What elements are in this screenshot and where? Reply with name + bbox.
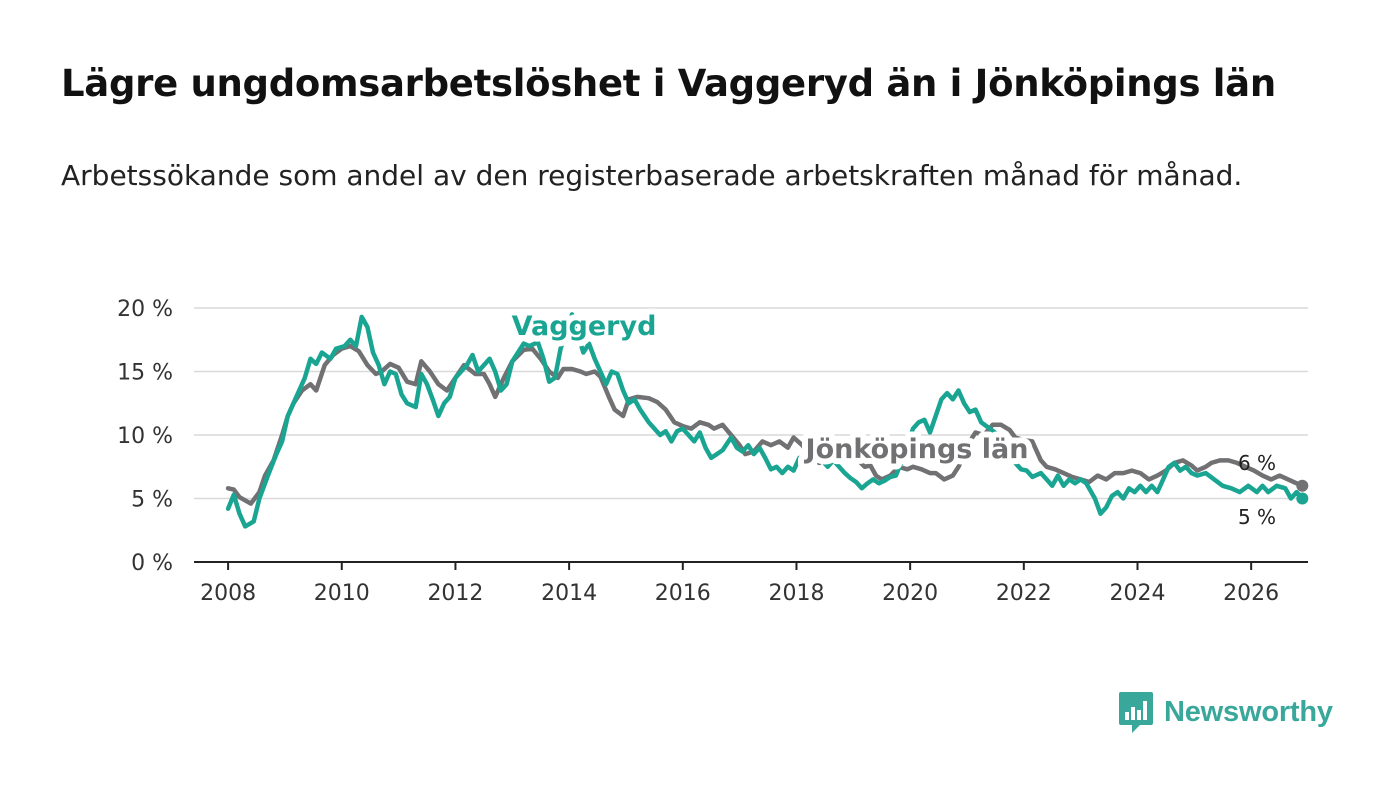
series-line-vaggeryd (225, 312, 1305, 529)
series-end-label: 5 % (1238, 505, 1276, 529)
y-tick-label: 15 % (117, 361, 173, 386)
series-end-label: 6 % (1238, 451, 1276, 475)
x-tick-label: 2024 (1109, 581, 1165, 606)
chart-title: Lägre ungdomsarbetslöshet i Vaggeryd än … (61, 62, 1276, 105)
x-tick-label: 2016 (655, 581, 711, 606)
newsworthy-brand: Newsworthy (1118, 690, 1333, 734)
y-tick-label: 10 % (117, 424, 173, 449)
x-tick-label: 2008 (200, 581, 256, 606)
x-tick-label: 2014 (541, 581, 597, 606)
chart-subtitle: Arbetssökande som andel av den registerb… (61, 159, 1243, 192)
series-end-marker (1296, 492, 1309, 505)
x-tick-label: 2026 (1223, 581, 1279, 606)
x-tick-label: 2020 (882, 581, 938, 606)
brand-name: Newsworthy (1164, 695, 1333, 728)
y-tick-label: 20 % (117, 297, 173, 322)
newsworthy-logo-icon (1119, 692, 1153, 733)
series-label: Vaggeryd (512, 311, 657, 342)
x-tick-label: 2018 (768, 581, 824, 606)
y-tick-label: 0 % (131, 551, 173, 576)
series-line-j-nk-pings-l-n (225, 343, 1305, 506)
x-tick-label: 2010 (314, 581, 370, 606)
x-tick-label: 2012 (427, 581, 483, 606)
y-tick-label: 5 % (131, 488, 173, 513)
series-label: Jönköpings län (804, 434, 1029, 465)
x-tick-label: 2022 (996, 581, 1052, 606)
series-end-marker (1296, 479, 1309, 492)
